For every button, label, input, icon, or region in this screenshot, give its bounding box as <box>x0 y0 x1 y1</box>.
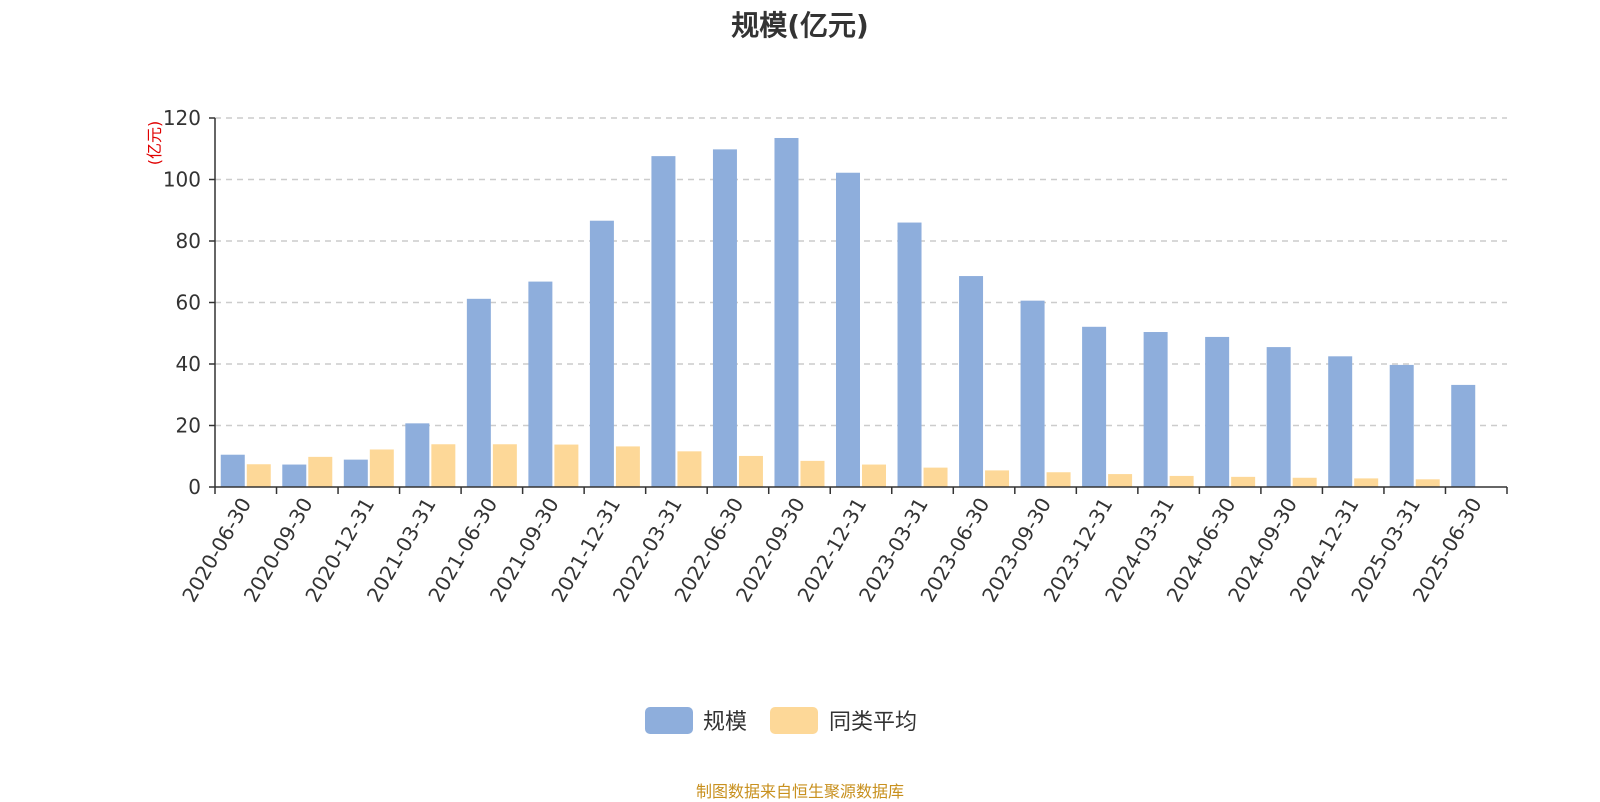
bar-scale <box>1451 384 1476 487</box>
bar-peer-average <box>800 460 825 487</box>
y-tick-label: 60 <box>176 291 201 315</box>
bar-peer-average <box>923 467 948 487</box>
bar-peer-average <box>1354 478 1379 487</box>
bar-peer-average <box>492 444 517 487</box>
bar-scale <box>220 454 245 487</box>
y-tick-label: 100 <box>163 168 201 192</box>
bar-peer-average <box>431 444 456 487</box>
legend-label-scale: 规模 <box>703 710 747 735</box>
bar-peer-average <box>738 455 763 487</box>
bar-peer-average <box>308 456 333 487</box>
bar-scale <box>712 149 737 488</box>
bar-scale <box>1328 356 1353 487</box>
bar-peer-average <box>862 464 886 487</box>
bar-peer-average <box>1292 477 1317 487</box>
bar-peer-average <box>1169 475 1194 487</box>
bar-peer-average <box>1046 472 1071 487</box>
bar-scale <box>959 276 984 487</box>
y-tick-label: 40 <box>176 352 201 376</box>
bar-scale <box>1020 300 1045 487</box>
bar-scale <box>1143 332 1168 487</box>
bar-scale <box>1266 347 1291 487</box>
legend-swatch-peer-average <box>770 707 818 734</box>
bar-scale <box>774 137 799 488</box>
bar-scale <box>1389 364 1414 487</box>
y-tick-label: 20 <box>176 414 201 438</box>
bar-peer-average <box>615 446 640 487</box>
bar-scale <box>405 423 430 487</box>
bar-scale <box>466 298 491 487</box>
legend: 规模 同类平均 <box>645 707 917 735</box>
legend-label-peer-average: 同类平均 <box>829 710 917 735</box>
bar-scale <box>343 459 368 487</box>
chart-title: 规模(亿元) <box>731 9 869 42</box>
bar-scale <box>651 156 676 487</box>
y-tick-label: 120 <box>163 106 201 130</box>
axes: 020406080100120(亿元)2020-06-302020-09-302… <box>145 106 1508 606</box>
bar-peer-average <box>985 470 1010 487</box>
grid-lines <box>215 117 1507 427</box>
bar-scale <box>282 464 307 487</box>
bar-scale <box>897 222 922 488</box>
bar-peer-average <box>369 449 394 487</box>
y-tick-label: 80 <box>176 229 201 253</box>
bar-peer-average <box>1415 479 1440 487</box>
bar-peer-average <box>554 444 579 487</box>
data-source-note: 制图数据来自恒生聚源数据库 <box>695 782 904 801</box>
bar-scale <box>836 172 860 488</box>
bar-peer-average <box>1108 474 1133 487</box>
bar-scale <box>589 220 614 487</box>
y-axis-label: (亿元) <box>145 121 164 166</box>
bar-peer-average <box>1231 476 1256 487</box>
legend-swatch-scale <box>645 707 693 734</box>
bars <box>220 137 1476 488</box>
y-tick-label: 0 <box>188 475 201 499</box>
bar-peer-average <box>246 464 271 487</box>
bar-scale <box>528 281 553 487</box>
bar-peer-average <box>677 451 702 487</box>
bar-scale <box>1082 326 1107 487</box>
bar-scale <box>1205 336 1230 487</box>
